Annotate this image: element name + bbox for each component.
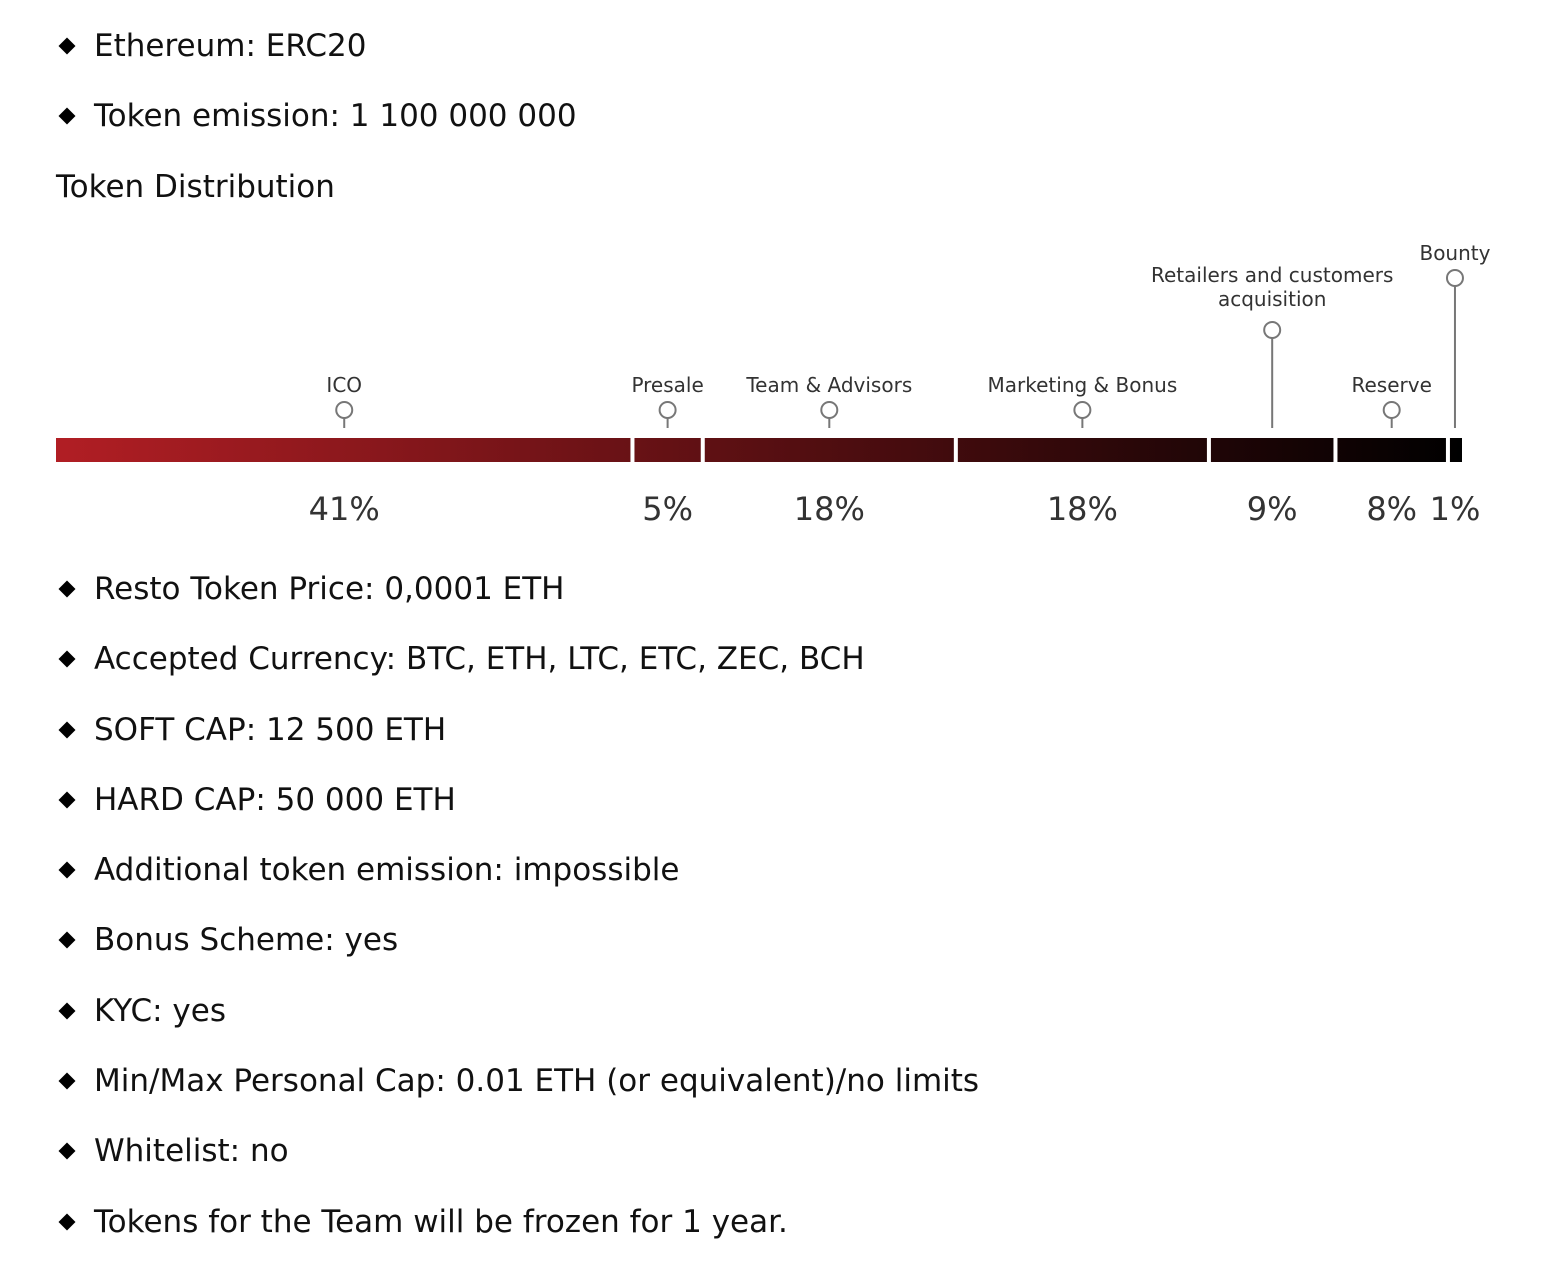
list-item: Resto Token Price: 0,0001 ETH: [56, 571, 564, 607]
pin-icon: [335, 401, 354, 419]
list-item-text: Accepted Currency: BTC, ETH, LTC, ETC, Z…: [94, 641, 865, 677]
list-item-text: SOFT CAP: 12 500 ETH: [94, 712, 447, 748]
list-item-text: Bonus Scheme: yes: [94, 922, 399, 958]
list-item: Additional token emission: impossible: [56, 852, 679, 888]
pin-icon: [820, 401, 839, 419]
bar-segment: [703, 438, 956, 462]
diamond-bullet-icon: [58, 791, 76, 809]
diamond-bullet-icon: [58, 1213, 76, 1231]
list-item: HARD CAP: 50 000 ETH: [56, 782, 456, 818]
distribution-bar: [56, 438, 1462, 462]
segment-label: ICO: [326, 373, 362, 397]
diamond-bullet-icon: [58, 931, 76, 949]
diamond-bullet-icon: [58, 721, 76, 739]
pin-icon: [1263, 321, 1282, 339]
diamond-bullet-icon: [58, 1142, 76, 1160]
list-item: Ethereum: ERC20: [56, 28, 366, 64]
bar-segment: [1448, 438, 1462, 462]
segment-divider: [1206, 438, 1211, 462]
diamond-bullet-icon: [58, 37, 76, 55]
bar-segment: [632, 438, 702, 462]
diamond-bullet-icon: [58, 1002, 76, 1020]
segment-value-label: 9%: [1247, 490, 1298, 528]
token-distribution-chart: ICO 41% Presale 5% Team & Advisors 18% Marketi…: [56, 241, 1491, 528]
diamond-bullet-icon: [58, 580, 76, 598]
pin-icon: [1073, 401, 1092, 419]
list-item-text: HARD CAP: 50 000 ETH: [94, 782, 456, 818]
diamond-bullet-icon: [58, 107, 76, 125]
list-item: Bonus Scheme: yes: [56, 922, 398, 958]
list-item-text: Ethereum: ERC20: [94, 28, 367, 64]
diamond-bullet-icon: [58, 650, 76, 668]
bar-segment: [56, 438, 632, 462]
list-item: KYC: yes: [56, 993, 226, 1029]
list-item: Accepted Currency: BTC, ETH, LTC, ETC, Z…: [56, 641, 865, 677]
list-item-text: Token emission: 1 100 000 000: [94, 98, 577, 134]
list-item-text: KYC: yes: [94, 993, 226, 1029]
segment-value-label: 1%: [1430, 490, 1481, 528]
segment-value-label: 5%: [642, 490, 693, 528]
list-item-text: Tokens for the Team will be frozen for 1…: [94, 1204, 788, 1240]
list-item-text: Whitelist: no: [94, 1133, 289, 1169]
segment-label: Bounty: [1419, 241, 1490, 265]
segment-value-label: 18%: [794, 490, 865, 528]
list-item-text: Resto Token Price: 0,0001 ETH: [94, 571, 565, 607]
diamond-bullet-icon: [58, 1072, 76, 1090]
list-item: Whitelist: no: [56, 1133, 289, 1169]
bar-segment: [1209, 438, 1336, 462]
segment-label: Presale: [631, 373, 703, 397]
bar-segment: [956, 438, 1209, 462]
list-item: Min/Max Personal Cap: 0.01 ETH (or equiv…: [56, 1063, 979, 1099]
segment-label: Marketing & Bonus: [988, 373, 1178, 397]
bar-segment: [1335, 438, 1447, 462]
section-heading: Token Distribution: [56, 169, 335, 205]
segment-value-label: 8%: [1366, 490, 1417, 528]
segment-divider: [953, 438, 958, 462]
list-item: Token emission: 1 100 000 000: [56, 98, 577, 134]
segment-value-label: 18%: [1047, 490, 1118, 528]
list-item: Tokens for the Team will be frozen for 1…: [56, 1204, 788, 1240]
segment-label: Team & Advisors: [745, 373, 912, 397]
pin-icon: [658, 401, 677, 419]
segment-divider: [700, 438, 705, 462]
pin-icon: [1445, 269, 1464, 287]
segment-divider: [1333, 438, 1338, 462]
segment-label: Retailers and customers: [1151, 263, 1393, 287]
segment-divider: [630, 438, 635, 462]
diamond-bullet-icon: [58, 861, 76, 879]
segment-divider: [1445, 438, 1450, 462]
list-item-text: Additional token emission: impossible: [94, 852, 680, 888]
pin-icon: [1382, 401, 1401, 419]
segment-label-line2: acquisition: [1218, 287, 1326, 311]
list-item: SOFT CAP: 12 500 ETH: [56, 712, 446, 748]
segment-value-label: 41%: [309, 490, 380, 528]
segment-label: Reserve: [1352, 373, 1432, 397]
list-item-text: Min/Max Personal Cap: 0.01 ETH (or equiv…: [94, 1063, 980, 1099]
